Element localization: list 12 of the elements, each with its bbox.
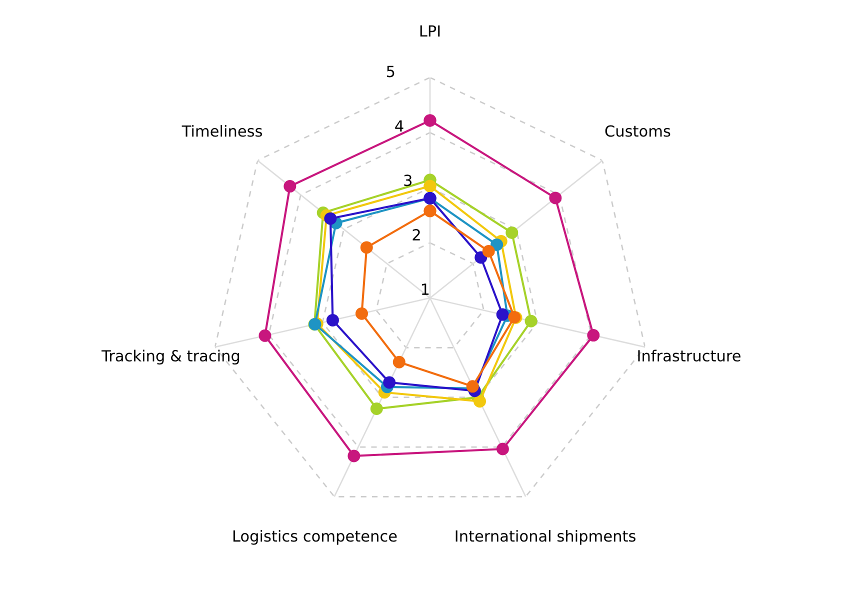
y-tick-label: 5 [386, 66, 394, 78]
y-tick-label: 4 [395, 120, 404, 132]
spoke-label: Customs [605, 125, 670, 137]
y-tick-label: 1 [422, 284, 429, 295]
spoke-label: Timeliness [182, 124, 262, 137]
y-tick-label: 2 [412, 229, 420, 240]
y-tick-label: 3 [404, 174, 412, 186]
spoke-label: International shipments [456, 530, 636, 545]
spoke-label: LPI [420, 25, 440, 37]
spoke-label: Tracking & tracing [102, 350, 240, 365]
spoke-label: Infrastructure [638, 350, 740, 362]
spoke-label: Logistics competence [233, 530, 397, 545]
